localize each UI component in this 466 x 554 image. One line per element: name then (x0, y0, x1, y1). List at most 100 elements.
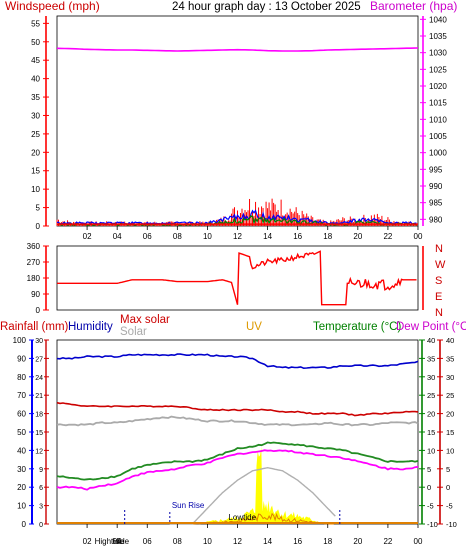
wind-axis-label: 45 (31, 56, 40, 65)
dir-axis-label: 360 (27, 242, 41, 251)
rain-axis-label: 18 (35, 412, 43, 419)
lowtide-label: Lowtide (228, 513, 256, 522)
x-axis: 02 04 06 08 10 12 14 16 18 20 22 00 (83, 524, 423, 546)
x-tick-label: 18 (323, 537, 332, 546)
baro-axis-label: 1010 (429, 115, 447, 124)
dew-axis-label: 20 (446, 410, 454, 419)
temp-axis-label: 15 (427, 428, 435, 437)
hightide-label: Hightide (95, 537, 125, 546)
x-tick-label: 06 (143, 232, 152, 241)
baro-axis-label: 1025 (429, 65, 447, 74)
rain-axis-label: 12 (35, 448, 43, 455)
wind-axis-label: 30 (31, 111, 40, 120)
x-tick-label: 12 (233, 232, 242, 241)
temp-axis-label: -5 (427, 502, 434, 511)
dew-axis-label: 15 (446, 428, 454, 437)
max-solar-label: Max solar (120, 314, 170, 326)
wind-axis-label: 50 (31, 38, 40, 47)
panel1-frame (56, 15, 419, 227)
dir-axis-label: 0 (36, 306, 41, 315)
wind-axis-label: 55 (31, 19, 40, 28)
x-axis: 02 04 06 08 10 12 14 16 18 20 22 00 (83, 226, 423, 241)
x-tick-label: 06 (143, 537, 152, 546)
wind-axis-label: 25 (31, 130, 40, 139)
dewpoint-line (56, 449, 419, 491)
x-tick-label: 02 (83, 232, 92, 241)
max-temp-line (56, 401, 419, 417)
x-tick-label: 04 (113, 537, 122, 546)
chart-title: 24 hour graph day : 13 October 2025 (172, 1, 361, 13)
x-tick-label: 04 (113, 232, 122, 241)
baro-axis-label: 980 (429, 215, 443, 224)
wind-direction-line (57, 250, 417, 306)
dew-axis-label: -5 (446, 502, 453, 511)
sunrise-label: Sun Rise (172, 501, 205, 510)
rain-axis-label: 24 (35, 375, 43, 382)
rain-axis-label: 6 (39, 485, 43, 492)
dir-axis-label: 180 (27, 274, 41, 283)
solar-label: Solar (120, 326, 147, 338)
dew-axis-label: -10 (446, 520, 457, 529)
dir-axis-label: 270 (27, 258, 41, 267)
humidity-axis-label: 70 (17, 391, 26, 400)
temp-axis-label: 10 (427, 446, 435, 455)
x-tick-label: 08 (173, 232, 182, 241)
humidity-line (56, 353, 419, 370)
panel2-frame (56, 245, 419, 311)
rain-axis-label: 21 (35, 393, 43, 400)
baro-axis-label: 990 (429, 182, 443, 191)
baro-axis-label: 1040 (429, 15, 447, 24)
x-tick-label: 10 (203, 537, 212, 546)
x-tick-label: 16 (293, 232, 302, 241)
wind-axis-label: 0 (36, 222, 41, 231)
baro-axis-label: 1035 (429, 32, 447, 41)
windspeed-label: Windspeed (mph) (5, 0, 100, 13)
uv-label: UV (246, 321, 262, 333)
baro-axis-label: 995 (429, 165, 443, 174)
wind-axis-label: 35 (31, 93, 40, 102)
baro-axis-label: 1005 (429, 132, 447, 141)
x-tick-label: 20 (353, 537, 362, 546)
x-tick-label: 02 (83, 537, 92, 546)
wind-axis-label: 5 (36, 204, 41, 213)
baro-axis-label: 985 (429, 199, 443, 208)
x-tick-label: 00 (414, 232, 423, 241)
grey-line (56, 415, 419, 427)
x-tick-label: 18 (323, 232, 332, 241)
hide-label: Hide (113, 537, 130, 546)
solar-area (169, 447, 336, 524)
temp-axis-label: 20 (427, 410, 435, 419)
humidity-axis-label: 0 (22, 520, 27, 529)
rain-axis-label: 15 (35, 430, 43, 437)
humidity-axis-label: 50 (17, 428, 26, 437)
x-tick-label: 10 (203, 232, 212, 241)
humidity-axis-label: 10 (17, 502, 26, 511)
baro-axis-label: 1020 (429, 82, 447, 91)
rain-axis-label: 9 (39, 467, 43, 474)
temp-axis-label: 35 (427, 354, 435, 363)
temp-axis-label: 5 (427, 465, 431, 474)
x-tick-label: 16 (293, 537, 302, 546)
dew-axis-label: 25 (446, 391, 454, 400)
temp-axis-label: 25 (427, 391, 435, 400)
compass-label: E (435, 291, 442, 303)
barometer-line (56, 47, 419, 52)
temperature-label: Temperature (°C) (313, 321, 401, 333)
rain-axis-label: 0 (39, 522, 43, 529)
wind-axis-label: 15 (31, 167, 40, 176)
temperature-line (56, 441, 419, 481)
compass-label: N (435, 243, 443, 255)
x-tick-label: 20 (353, 232, 362, 241)
barometer-label: Barometer (hpa) (370, 0, 457, 13)
humidity-label: Humidity (68, 321, 113, 333)
x-tick-label: 22 (383, 232, 392, 241)
humidity-axis-label: 30 (17, 465, 26, 474)
dew-axis-label: 10 (446, 446, 454, 455)
humidity-axis-label: 90 (17, 354, 26, 363)
humidity-axis-label: 80 (17, 373, 26, 382)
temp-axis-label: 40 (427, 336, 435, 345)
wind-axis-label: 20 (31, 148, 40, 157)
x-tick-label: 14 (263, 537, 272, 546)
dewpoint-label: Dew Point (°C) (396, 321, 466, 333)
